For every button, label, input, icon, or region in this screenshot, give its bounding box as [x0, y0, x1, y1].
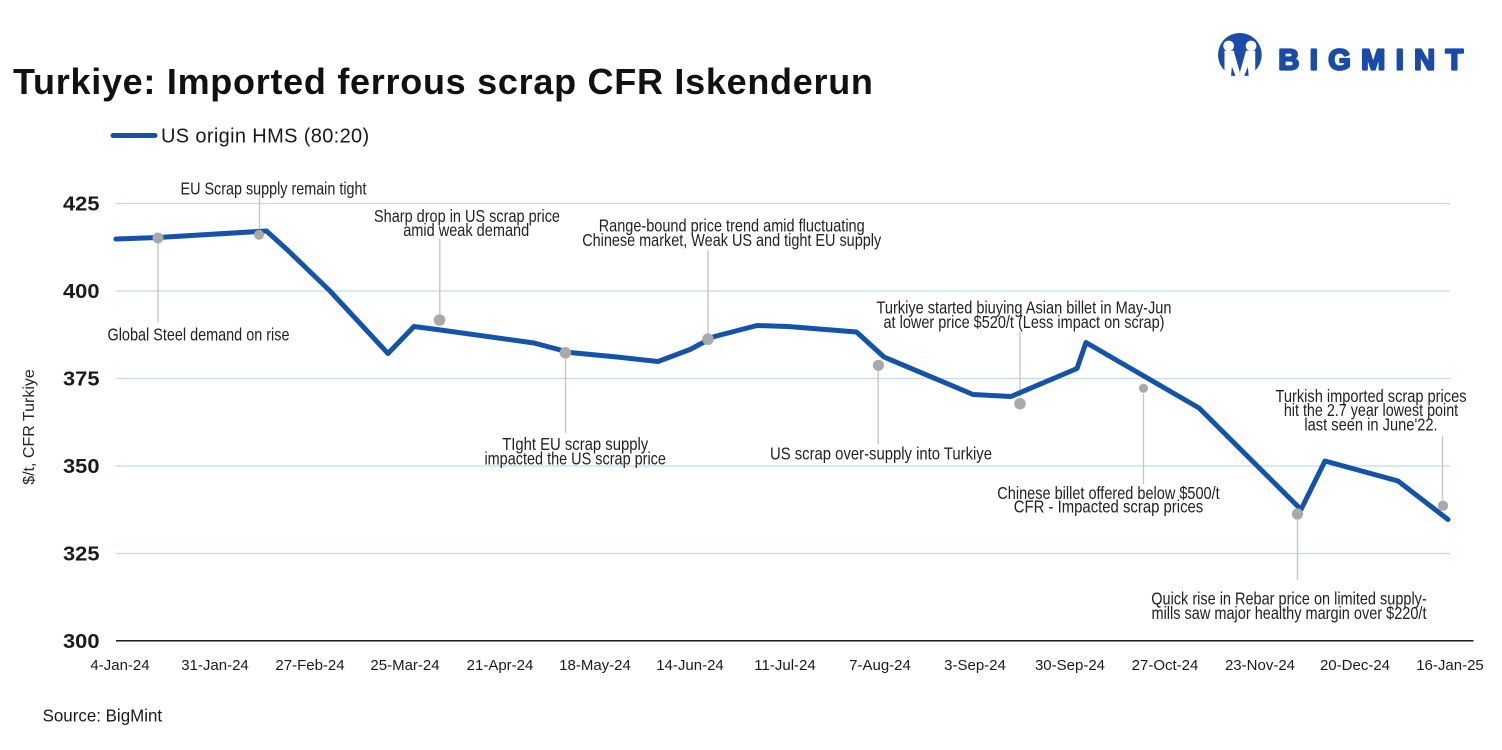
svg-text:amid weak demand: amid weak demand: [403, 220, 529, 240]
svg-text:TIght EU scrap supply: TIght EU scrap supply: [502, 434, 648, 454]
svg-text:CFR - Impacted scrap prices: CFR - Impacted scrap prices: [1014, 497, 1204, 517]
svg-text:3-Sep-24: 3-Sep-24: [944, 657, 1006, 674]
svg-text:US origin HMS (80:20): US origin HMS (80:20): [161, 126, 370, 148]
svg-text:11-Jul-24: 11-Jul-24: [754, 657, 815, 674]
svg-text:16-Jan-25: 16-Jan-25: [1416, 657, 1484, 674]
svg-text:400: 400: [63, 280, 100, 303]
svg-text:US scrap over-supply into Turk: US scrap over-supply into Turkiye: [770, 444, 992, 464]
svg-text:30-Sep-24: 30-Sep-24: [1035, 657, 1105, 674]
svg-text:7-Aug-24: 7-Aug-24: [849, 657, 911, 674]
svg-text:Range-bound price trend amid f: Range-bound price trend amid fluctuating: [599, 216, 865, 236]
svg-text:Chinese billet offered below $: Chinese billet offered below $500/t: [997, 483, 1220, 503]
svg-text:Turkiye: Imported ferrous scra: Turkiye: Imported ferrous scrap CFR Iske…: [13, 61, 874, 102]
svg-text:14-Jun-24: 14-Jun-24: [656, 657, 724, 674]
svg-text:Global Steel demand on rise: Global Steel demand on rise: [108, 325, 290, 345]
svg-text:300: 300: [63, 630, 100, 653]
svg-text:Turkish imported scrap prices: Turkish imported scrap prices: [1276, 386, 1467, 406]
svg-text:20-Dec-24: 20-Dec-24: [1320, 657, 1390, 674]
svg-text:21-Apr-24: 21-Apr-24: [467, 657, 534, 674]
svg-text:Quick rise in Rebar price on l: Quick rise in Rebar price on limited sup…: [1151, 589, 1427, 609]
svg-text:hit the 2.7 year lowest point: hit the 2.7 year lowest point: [1284, 400, 1458, 420]
svg-text:mills saw major healthy margin: mills saw major healthy margin over $220…: [1152, 603, 1427, 623]
svg-text:EU Scrap supply remain tight: EU Scrap supply remain tight: [181, 179, 367, 199]
svg-text:at lower price $520/t (Less im: at lower price $520/t (Less impact on sc…: [884, 312, 1165, 332]
svg-text:27-Oct-24: 27-Oct-24: [1132, 657, 1199, 674]
svg-text:18-May-24: 18-May-24: [559, 657, 631, 674]
svg-text:BIGMINT: BIGMINT: [1278, 44, 1473, 76]
svg-text:325: 325: [63, 543, 100, 566]
svg-text:$/t, CFR Turkiye: $/t, CFR Turkiye: [21, 369, 38, 485]
svg-text:4-Jan-24: 4-Jan-24: [90, 657, 149, 674]
svg-text:impacted the US scrap price: impacted the US scrap price: [484, 448, 666, 468]
svg-text:27-Feb-24: 27-Feb-24: [275, 657, 344, 674]
svg-text:Sharp drop in US scrap price: Sharp drop in US scrap price: [374, 206, 560, 226]
svg-text:last seen in June'22.: last seen in June'22.: [1304, 414, 1437, 434]
svg-text:425: 425: [63, 193, 100, 216]
svg-text:375: 375: [63, 368, 100, 391]
svg-text:Chinese market, Weak US and ti: Chinese market, Weak US and tight EU sup…: [582, 230, 881, 250]
svg-text:23-Nov-24: 23-Nov-24: [1225, 657, 1295, 674]
svg-text:25-Mar-24: 25-Mar-24: [370, 657, 439, 674]
svg-text:350: 350: [63, 455, 100, 478]
svg-text:31-Jan-24: 31-Jan-24: [181, 657, 249, 674]
svg-text:Source: BigMint: Source: BigMint: [43, 706, 163, 726]
svg-text:Turkiye started biuying Asian: Turkiye started biuying Asian billet in …: [877, 298, 1172, 318]
